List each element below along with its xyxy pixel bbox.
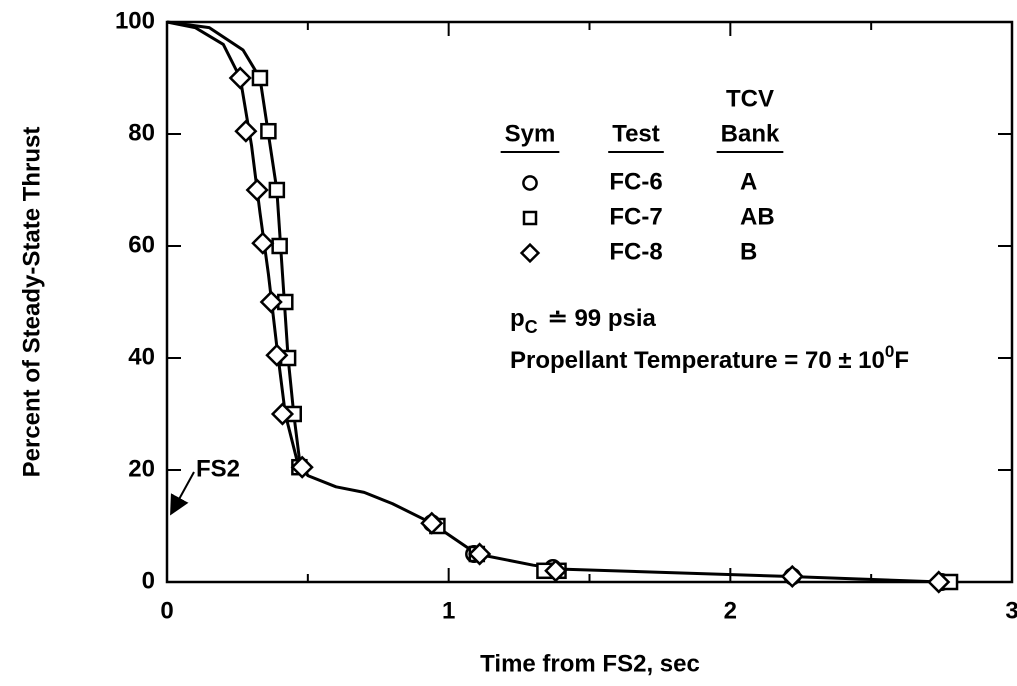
legend-header: Sym [505,120,556,147]
legend-header: TCV [726,85,774,112]
legend-test: FC-7 [609,203,662,230]
y-tick-label: 100 [115,7,155,34]
marker-diamond [420,511,444,535]
marker-diamond [251,231,275,255]
legend-symbol [522,210,538,226]
x-tick-label: 1 [442,597,455,624]
fs2-annotation: FS2 [196,455,240,482]
marker-diamond [265,343,289,367]
marker-diamond [270,402,295,426]
legend-test: FC-8 [609,238,662,265]
marker-square [271,237,288,255]
y-tick-label: 20 [128,455,155,482]
legend-bank: B [740,238,757,265]
y-tick-label: 0 [142,567,155,594]
marker-diamond [927,570,951,594]
legend-header: Bank [721,120,780,147]
x-tick-label: 2 [724,597,737,624]
marker-diamond [468,542,492,566]
x-tick-label: 0 [160,597,173,624]
marker-square [251,69,269,87]
marker-diamond [228,66,252,90]
x-tick-label: 3 [1005,597,1017,624]
marker-diamond [780,564,804,588]
marker-diamond [290,455,314,479]
legend-symbol [519,242,541,264]
legend-symbol [522,175,538,191]
y-tick-label: 80 [128,119,155,146]
legend-bank: AB [740,203,775,230]
fs2-arrow [170,471,195,516]
marker-square [268,181,286,199]
pressure-annotation: pC ≐ 99 psia [510,305,656,336]
plot-frame [165,20,1014,584]
legend-header: Test [612,120,660,147]
temperature-annotation: Propellant Temperature = 70 ± 100F [510,342,909,374]
x-axis-label: Time from FS2, sec [480,650,700,677]
marker-diamond [245,178,269,202]
marker-diamond [259,290,283,314]
legend-bank: A [740,168,757,195]
marker-diamond [544,559,568,583]
y-axis-label: Percent of Steady-State Thrust [18,127,45,478]
y-tick-label: 40 [128,343,155,370]
marker-square [260,122,277,140]
marker-diamond [234,119,258,143]
y-tick-label: 60 [128,231,155,258]
legend-test: FC-6 [609,168,662,195]
